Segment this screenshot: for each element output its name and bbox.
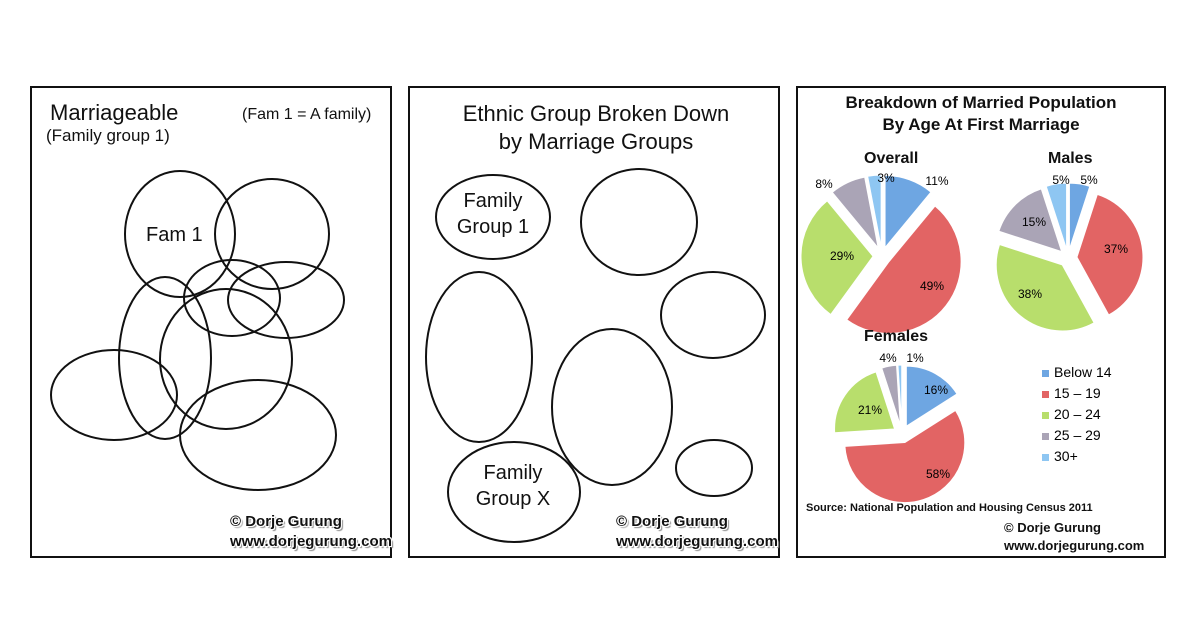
legend-item: 30+ [1042, 446, 1112, 467]
label-line: Group 1 [456, 216, 530, 238]
legend-item: 20 – 24 [1042, 404, 1112, 425]
family-ellipse [214, 178, 330, 290]
title-line: Ethnic Group Broken Down [462, 101, 730, 126]
pie-data-label: 58% [926, 467, 950, 481]
pie-title-overall: Overall [864, 150, 919, 167]
title-line: by Marriage Groups [498, 129, 694, 154]
ethnic-group-panel: Ethnic Group Broken Down by Marriage Gro… [408, 86, 780, 558]
legend-label: Below 14 [1054, 364, 1112, 380]
panel-title: Marriageable [50, 100, 179, 125]
legend-label: 30+ [1054, 448, 1078, 464]
pie-slice [1068, 182, 1091, 250]
legend-label: 25 – 29 [1054, 427, 1101, 443]
watermark-copyright: © Dorje Gurung [1004, 520, 1101, 535]
legend-swatch [1042, 433, 1049, 440]
pie-slice [897, 364, 903, 426]
pie-slice [834, 371, 896, 434]
family-group-x-label: Family Group X [458, 460, 568, 512]
pie-data-label: 29% [830, 249, 854, 263]
panel-title: Ethnic Group Broken Down by Marriage Gro… [410, 100, 782, 156]
overlapping-family-ellipses [50, 170, 345, 491]
panel-note: (Fam 1 = A family) [242, 106, 372, 123]
watermark-url: www.dorjegurung.com [230, 533, 392, 550]
pie-title-males: Males [1048, 150, 1093, 167]
family-group-x-ellipse [447, 441, 581, 543]
pie-slice [1045, 182, 1068, 250]
marriage-group-ellipses [425, 168, 766, 543]
family-group-1-label: Family Group 1 [438, 188, 548, 240]
pie-title-females: Females [864, 328, 929, 345]
pie-slice [867, 174, 882, 248]
legend-label: 20 – 24 [1054, 406, 1101, 422]
pie-slice [881, 364, 901, 426]
watermark-url: www.dorjegurung.com [616, 533, 778, 550]
family-ellipse [179, 379, 337, 491]
group-ellipse [675, 439, 753, 497]
marriageable-panel: Marriageable (Family group 1) (Fam 1 = A… [30, 86, 392, 558]
legend-item: 25 – 29 [1042, 425, 1112, 446]
label-line: Family [463, 190, 523, 212]
watermark-url: www.dorjegurung.com [1004, 538, 1145, 553]
family-ellipse [159, 288, 293, 430]
pie-slice [846, 205, 962, 334]
pie-slice [995, 243, 1095, 332]
legend-swatch [1042, 412, 1049, 419]
pie-data-label: 8% [815, 177, 833, 191]
legend-item: 15 – 19 [1042, 383, 1112, 404]
pie-slice [905, 365, 958, 428]
pie-data-label: 3% [877, 171, 895, 185]
family-group-1-ellipse [435, 174, 551, 260]
legend: Below 14 15 – 19 20 – 24 25 – 29 30+ [1042, 362, 1112, 467]
legend-swatch [1042, 370, 1049, 377]
watermark-copyright: © Dorje Gurung [230, 513, 342, 530]
group-ellipse [551, 328, 673, 486]
pie-data-label: 49% [920, 279, 944, 293]
title-line: By Age At First Marriage [882, 115, 1080, 134]
source-note: Source: National Population and Housing … [806, 502, 1093, 514]
family-ellipse [183, 259, 281, 337]
pie-data-label: 21% [858, 403, 882, 417]
pie-data-label: 4% [879, 351, 897, 365]
legend-swatch [1042, 454, 1049, 461]
fam1-label: Fam 1 [146, 224, 203, 246]
pie-slice [800, 200, 874, 316]
pie-slice [998, 188, 1063, 253]
pie-data-label: 15% [1022, 215, 1046, 229]
label-line: Group X [475, 488, 551, 510]
legend-label: 15 – 19 [1054, 385, 1101, 401]
chart-title: Breakdown of Married Population By Age A… [798, 92, 1164, 136]
panel-subtitle: (Family group 1) [46, 126, 170, 145]
family-ellipse [227, 261, 345, 339]
legend-item: Below 14 [1042, 362, 1112, 383]
pie-slice [884, 175, 932, 249]
legend-swatch [1042, 391, 1049, 398]
label-line: Family [483, 462, 543, 484]
pie-data-label: 5% [1080, 173, 1098, 187]
pie-data-label: 1% [906, 351, 924, 365]
pie-slice [831, 176, 879, 249]
watermark-copyright: © Dorje Gurung [616, 513, 728, 530]
pie-data-label: 16% [924, 383, 948, 397]
group-ellipse [580, 168, 698, 276]
title-line: Breakdown of Married Population [845, 93, 1117, 112]
family-ellipse [50, 349, 178, 441]
pie-chart-panel: Breakdown of Married Population By Age A… [796, 86, 1166, 558]
group-ellipse [425, 271, 533, 443]
group-ellipse [660, 271, 766, 359]
pie-slice [844, 409, 966, 504]
pie-charts: 11% 49% 29% 8% 3% 5% 37% 38% 15% 5% 16% 58% 21% 4% 1% [800, 171, 1144, 504]
pie-data-label: 5% [1052, 173, 1070, 187]
pie-data-label: 11% [925, 174, 948, 188]
fam1-ellipse [124, 170, 236, 298]
family-ellipse [118, 276, 212, 440]
pie-data-label: 37% [1104, 242, 1128, 256]
pie-data-label: 38% [1018, 287, 1042, 301]
pie-slice [1076, 193, 1144, 316]
